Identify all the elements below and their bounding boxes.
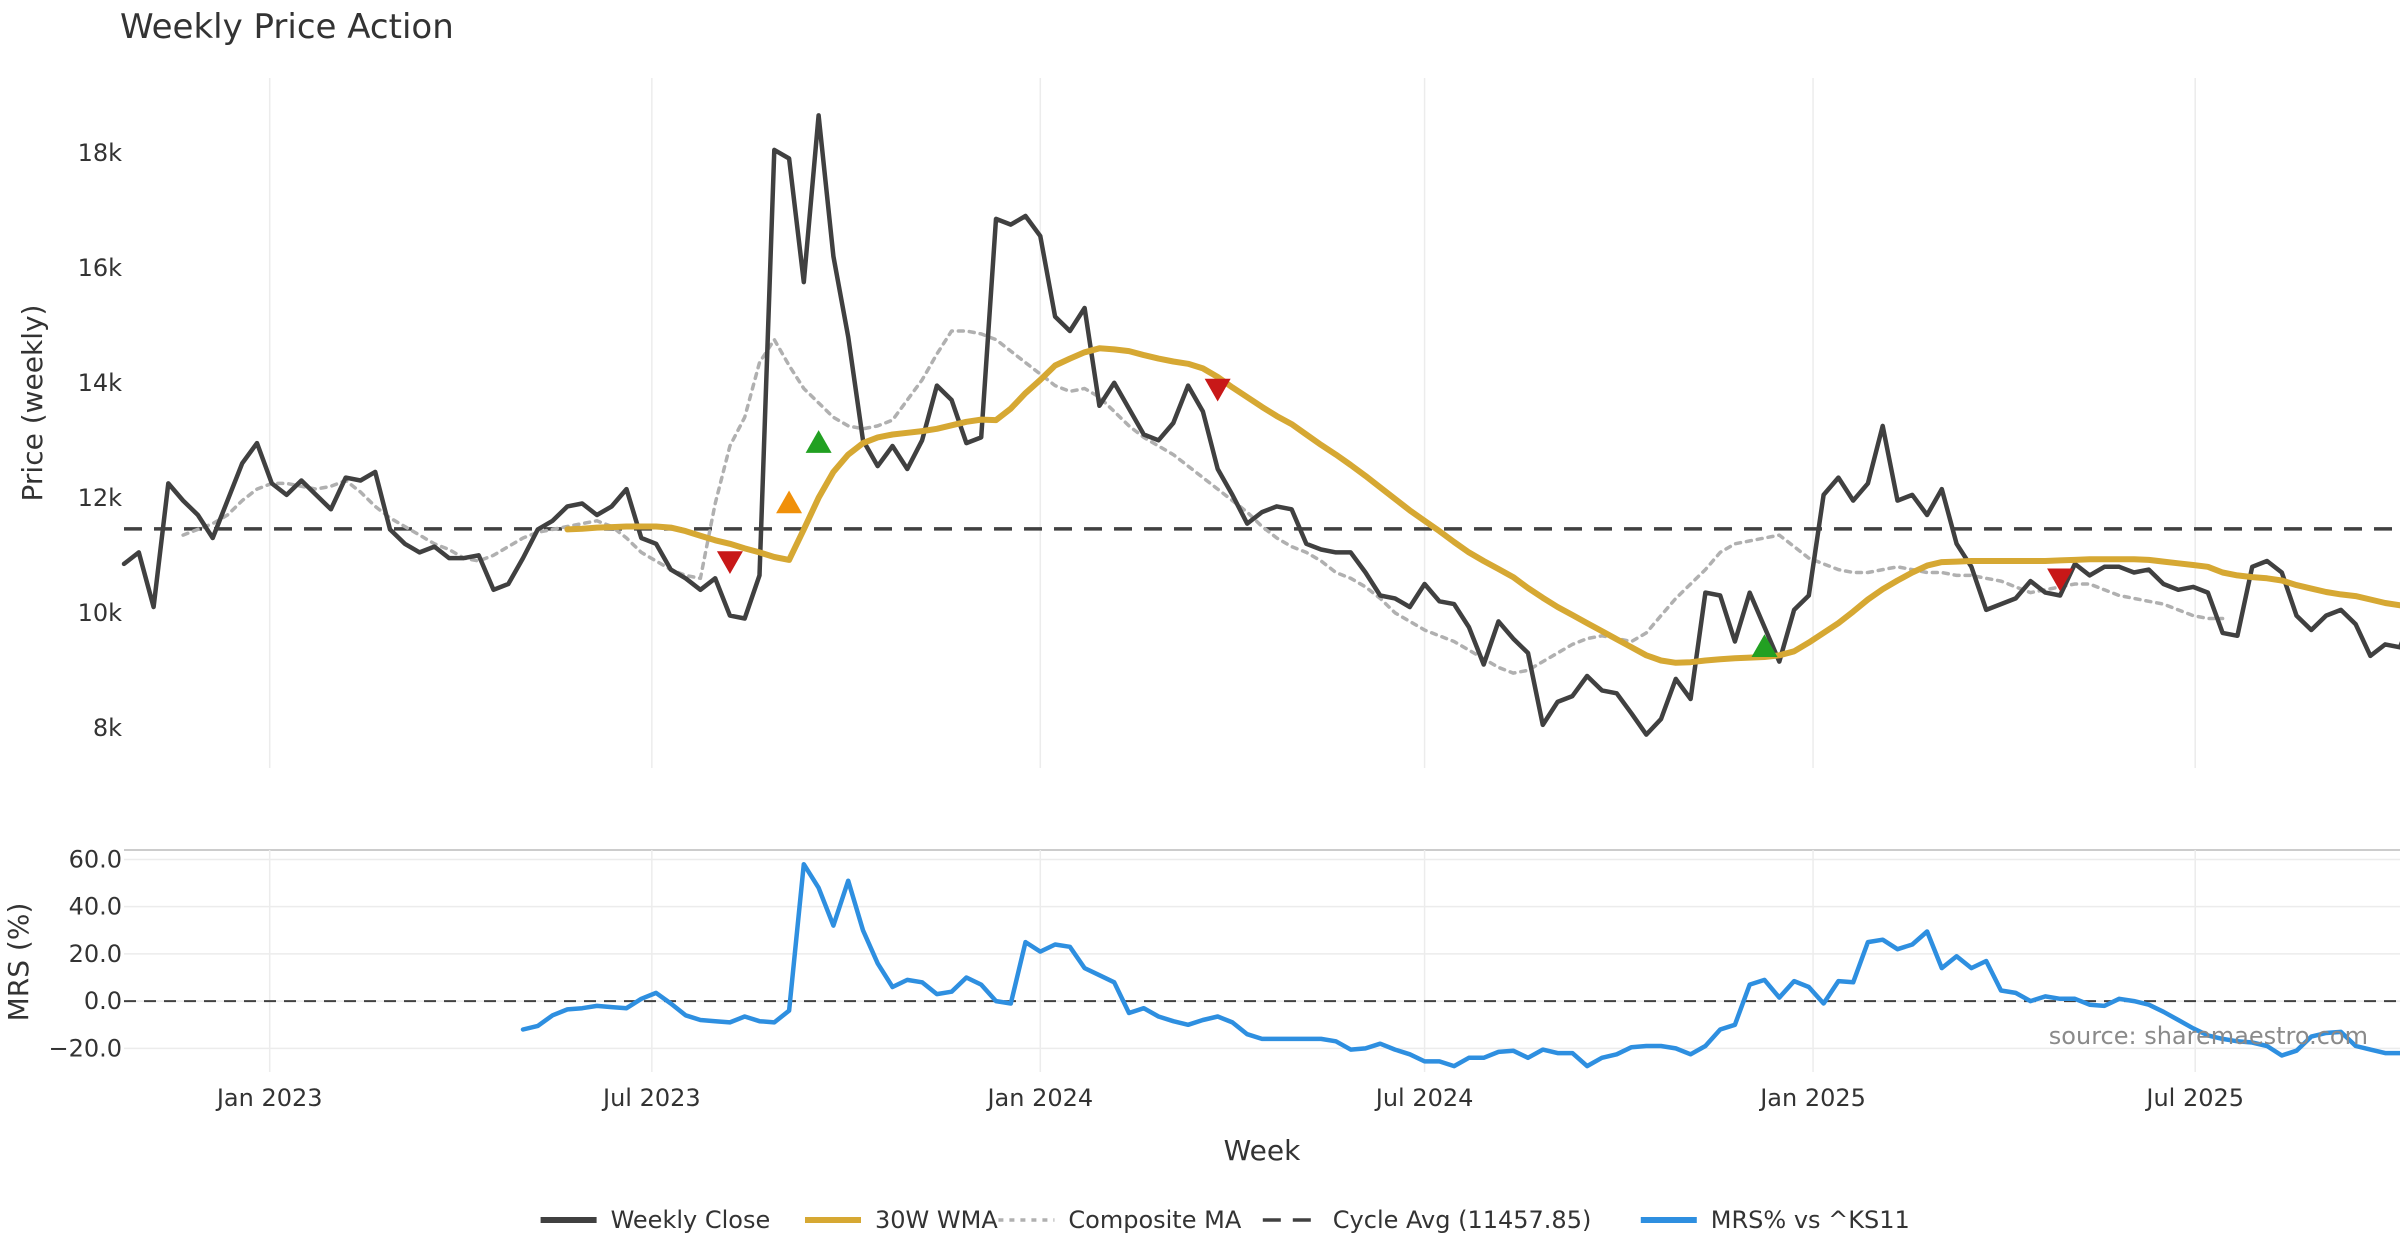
y-tick-label: 60.0 (69, 845, 122, 873)
y-tick-label: 12k (78, 484, 123, 512)
price-grid (268, 78, 2196, 768)
sell-signal-marker (2047, 568, 2074, 592)
legend: Weekly Close 30W WMA Composite MA Cycle Avg… (540, 1206, 1910, 1234)
y-tick-label: 20.0 (69, 940, 122, 968)
legend-label: 30W WMA (875, 1206, 998, 1234)
y-tick-label: 0.0 (84, 987, 122, 1015)
series-line-mrs-vs-ks11 (520, 861, 2400, 1069)
source-watermark: source: sharemaestro.com (2049, 1022, 2368, 1050)
price-y-ticks: 8k 10k 12k 14k 16k 18k (78, 139, 123, 742)
x-tick-label: Jul 2023 (601, 1084, 701, 1112)
x-tick-label: Jan 2023 (215, 1084, 323, 1112)
legend-item-30w-wma: 30W WMA (805, 1206, 998, 1234)
legend-label: Cycle Avg (11457.85) (1333, 1206, 1592, 1234)
price-panel: 8k 10k 12k 14k 16k 18k Price (weekly) (16, 78, 2400, 768)
mrs-grid (124, 850, 2400, 1072)
x-tick-label: Jan 2025 (1758, 1084, 1866, 1112)
x-tick-label: Jul 2025 (2144, 1084, 2244, 1112)
series-line-30w-wma (564, 345, 2400, 666)
legend-label: Weekly Close (611, 1206, 771, 1234)
y-tick-label: 18k (78, 139, 123, 167)
buy-signal-marker (805, 430, 832, 453)
mrs-y-ticks: −20.0 0.0 20.0 40.0 60.0 (48, 845, 122, 1062)
price-series (121, 113, 2400, 737)
x-axis-title: Week (1224, 1134, 1301, 1167)
mrs-y-axis-title: MRS (%) (2, 903, 35, 1022)
y-tick-label: 14k (78, 369, 123, 397)
legend-item-weekly-close: Weekly Close (540, 1206, 771, 1234)
x-tick-label: Jan 2024 (985, 1084, 1093, 1112)
sell-signal-marker (1204, 378, 1231, 402)
signal-markers (716, 378, 2074, 657)
legend-item-mrs-vs-ks11: MRS% vs ^KS11 (1640, 1206, 1910, 1234)
chart-title: Weekly Price Action (120, 7, 454, 47)
legend-label: MRS% vs ^KS11 (1711, 1206, 1910, 1234)
series-line-weekly-close (121, 113, 2400, 737)
y-tick-label: 8k (93, 714, 122, 742)
mrs-panel: −20.0 0.0 20.0 40.0 60.0 MRS (%) source: sha… (2, 845, 2400, 1072)
buy-signal-marker (776, 490, 803, 514)
y-tick-label: 10k (78, 599, 123, 627)
series-line-composite-ma (181, 329, 2225, 675)
y-tick-label: 16k (78, 254, 123, 282)
legend-item-composite-ma: Composite MA (998, 1206, 1242, 1234)
price-y-axis-title: Price (weekly) (16, 305, 49, 502)
buy-signal-marker (1751, 634, 1778, 657)
sell-signal-marker (716, 551, 743, 574)
x-axis-ticks: Jan 2023 Jul 2023 Jan 2024 Jul 2024 Jan 2025… (215, 1084, 2244, 1112)
x-tick-label: Jul 2024 (1374, 1084, 1474, 1112)
mrs-series (520, 861, 2400, 1069)
legend-item-cycle-avg-11457-85: Cycle Avg (11457.85) (1262, 1206, 1592, 1234)
y-tick-label: −20.0 (48, 1034, 122, 1062)
y-tick-label: 40.0 (69, 893, 122, 921)
legend-label: Composite MA (1068, 1206, 1241, 1234)
